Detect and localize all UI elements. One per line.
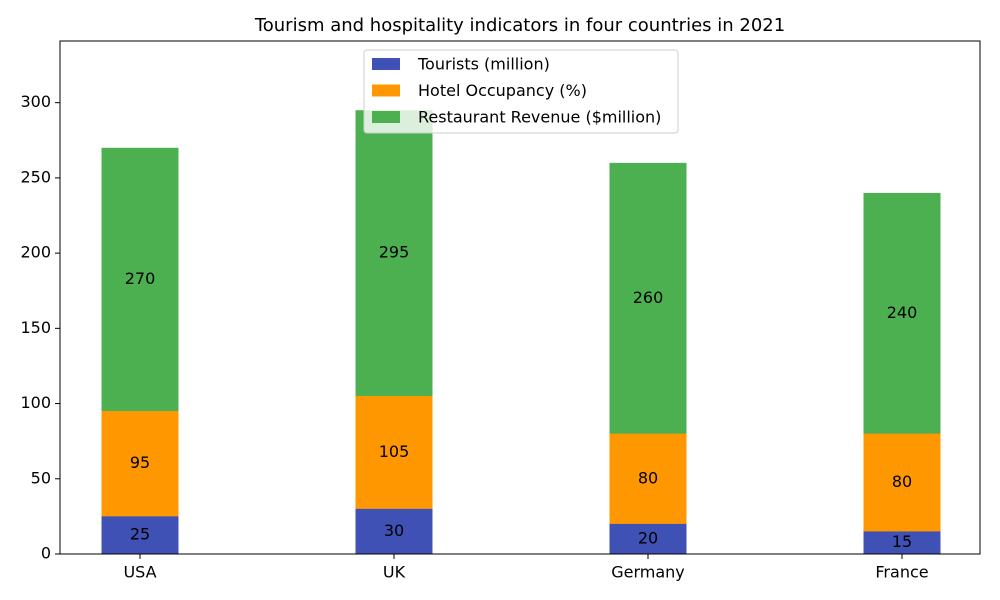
y-tick-label: 0 xyxy=(41,544,51,563)
y-tick-label: 100 xyxy=(20,393,51,412)
legend-swatch xyxy=(372,111,400,123)
y-tick-label: 250 xyxy=(20,167,51,186)
legend-label: Restaurant Revenue ($million) xyxy=(418,108,661,127)
legend-box xyxy=(363,49,679,134)
bar xyxy=(101,516,179,554)
legend-label: Tourists (million) xyxy=(417,55,550,74)
x-tick-label: UK xyxy=(383,563,406,582)
value-label: 270 xyxy=(125,269,156,288)
legend-swatch xyxy=(372,84,400,97)
y-tick-label: 200 xyxy=(20,243,51,262)
value-label: 20 xyxy=(638,528,658,547)
value-label: 15 xyxy=(892,532,912,551)
value-label: 105 xyxy=(379,442,410,461)
bar xyxy=(355,508,433,554)
value-label: 80 xyxy=(892,472,912,491)
bar xyxy=(863,531,941,554)
x-tick-label: USA xyxy=(123,563,156,582)
plot-frame xyxy=(59,40,981,555)
y-tick-label: 300 xyxy=(20,92,51,111)
legend-label: Hotel Occupancy (%) xyxy=(418,81,587,100)
x-tick-label: Germany xyxy=(611,563,685,582)
chart-title: Tourism and hospitality indicators in fo… xyxy=(254,15,785,36)
value-label: 95 xyxy=(130,453,150,472)
bar xyxy=(609,523,687,554)
y-tick-label: 50 xyxy=(31,468,51,487)
x-tick-label: France xyxy=(875,563,928,582)
value-label: 295 xyxy=(379,243,410,262)
value-label: 240 xyxy=(887,303,918,322)
value-label: 80 xyxy=(638,468,658,487)
value-label: 25 xyxy=(130,525,150,544)
value-label: 30 xyxy=(384,521,404,540)
y-tick-label: 150 xyxy=(20,318,51,337)
legend-swatch xyxy=(372,58,400,70)
value-label: 260 xyxy=(633,288,664,307)
